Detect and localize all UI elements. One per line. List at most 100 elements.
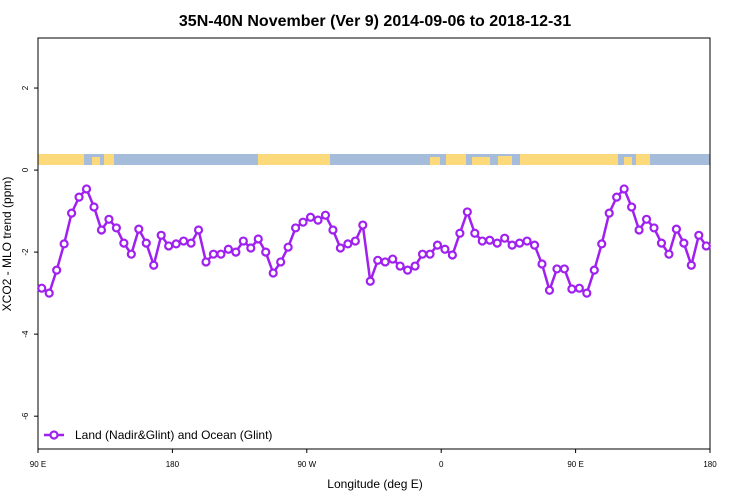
legend-label: Land (Nadir&Glint) and Ocean (Glint)	[75, 428, 272, 442]
data-point	[37, 283, 47, 293]
data-point	[171, 239, 181, 249]
data-point	[373, 255, 383, 265]
data-point	[582, 288, 592, 298]
data-point	[679, 238, 689, 248]
data-point	[529, 240, 540, 250]
data-point	[66, 208, 77, 218]
data-point	[74, 192, 84, 202]
data-point	[141, 238, 151, 248]
data-point	[604, 208, 614, 218]
data-point	[134, 224, 144, 234]
data-point	[223, 244, 233, 254]
data-point	[231, 247, 241, 257]
data-point	[462, 207, 472, 217]
data-point	[350, 236, 360, 246]
data-point	[410, 261, 420, 271]
data-point	[358, 220, 368, 230]
data-point	[208, 249, 219, 259]
data-point	[238, 236, 248, 246]
data-point	[485, 235, 495, 245]
data-point	[291, 223, 301, 233]
data-point	[470, 228, 480, 238]
data-point	[417, 249, 428, 259]
y-tick-label: -4	[21, 330, 30, 338]
data-point	[313, 215, 323, 225]
data-point	[261, 247, 271, 257]
data-point	[507, 240, 517, 250]
data-point	[193, 225, 204, 235]
data-point	[96, 225, 107, 235]
y-tick-label: -2	[21, 248, 30, 256]
legend-marker	[49, 430, 59, 440]
y-tick-label: 2	[21, 85, 30, 90]
x-axis-label: Longitude (deg E)	[327, 477, 422, 491]
data-point	[164, 241, 174, 251]
data-point	[425, 249, 435, 259]
data-point	[559, 264, 570, 274]
data-point	[253, 234, 263, 244]
chart-title: 35N-40N November (Ver 9) 2014-09-06 to 2…	[179, 13, 571, 30]
data-point	[149, 260, 159, 270]
data-point	[388, 254, 398, 264]
data-point	[186, 238, 196, 248]
data-point	[612, 192, 622, 202]
data-point	[59, 239, 69, 249]
data-point	[514, 238, 525, 248]
plot-frame	[37, 37, 711, 450]
data-point	[597, 239, 607, 249]
data-point	[343, 239, 353, 249]
data-point	[395, 261, 405, 271]
data-point	[104, 214, 114, 224]
data-point	[694, 230, 704, 240]
data-point	[44, 288, 54, 298]
data-point	[305, 212, 316, 222]
x-tick-label: 90 E	[567, 460, 583, 469]
data-point	[432, 240, 443, 250]
data-point	[619, 184, 629, 194]
y-axis-label: XCO2 - MLO trend (ppm)	[0, 177, 14, 312]
x-tick-label: 90 E	[30, 460, 46, 469]
data-point	[89, 202, 99, 212]
data-point	[626, 202, 637, 212]
series-line	[41, 186, 708, 296]
land-ocean-strip	[38, 154, 710, 165]
data-point	[179, 236, 189, 246]
data-point	[380, 257, 390, 267]
data-point	[403, 265, 413, 275]
data-point	[119, 238, 129, 248]
data-point	[492, 238, 502, 248]
x-tick-label: 90 W	[297, 460, 316, 469]
data-point	[440, 244, 450, 254]
data-point	[544, 285, 555, 295]
data-point	[201, 257, 211, 267]
x-tick-label: 0	[439, 460, 444, 469]
data-point	[447, 250, 457, 260]
data-point	[522, 236, 532, 246]
data-point	[656, 238, 667, 248]
data-point	[126, 249, 136, 259]
data-point	[686, 260, 696, 270]
x-tick-label: 180	[703, 460, 717, 469]
data-point	[320, 210, 331, 220]
data-point	[634, 225, 644, 235]
data-point	[216, 249, 226, 259]
y-tick-label: 0	[21, 167, 30, 172]
data-point	[567, 284, 577, 294]
data-point	[268, 268, 278, 278]
data-point	[589, 265, 599, 275]
data-point	[111, 223, 122, 233]
data-point	[641, 214, 652, 224]
data-point	[81, 184, 92, 194]
data-point	[455, 228, 465, 238]
x-tick-label: 180	[166, 460, 180, 469]
data-point	[701, 241, 711, 251]
data-point	[537, 259, 547, 269]
y-tick-label: -6	[21, 412, 30, 420]
data-point	[671, 224, 682, 234]
data-point	[574, 283, 584, 293]
data-point	[649, 223, 659, 233]
data-point	[477, 236, 487, 246]
data-point	[664, 249, 674, 259]
data-point	[328, 225, 338, 235]
